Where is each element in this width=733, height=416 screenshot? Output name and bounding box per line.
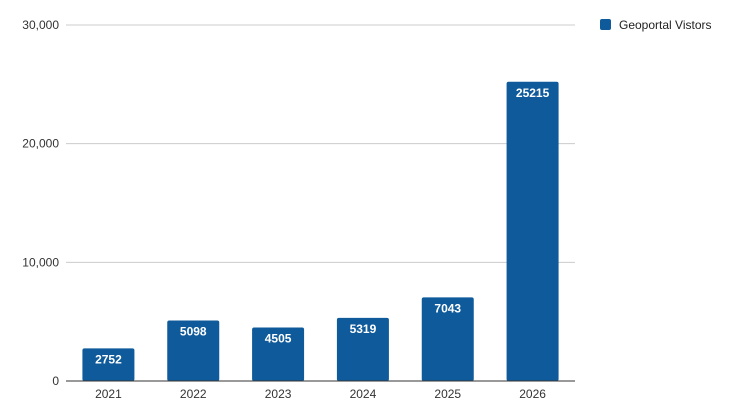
bar-value-label: 7043 <box>434 301 461 315</box>
bar <box>167 320 220 381</box>
legend: Geoportal Vistors <box>600 18 712 32</box>
y-tick-label: 10,000 <box>22 255 59 269</box>
bar-value-label: 5098 <box>180 325 207 339</box>
x-tick-label: 2023 <box>265 387 292 401</box>
x-tick-label: 2026 <box>519 387 546 401</box>
y-tick-label: 0 <box>52 374 59 388</box>
x-tick-label: 2022 <box>180 387 207 401</box>
bar <box>252 327 305 381</box>
bar-value-label: 2752 <box>95 352 122 366</box>
y-tick-label: 20,000 <box>22 137 59 151</box>
bar-value-label: 5319 <box>350 322 377 336</box>
bar-value-label: 25215 <box>516 86 550 100</box>
y-tick-label: 30,000 <box>22 18 59 32</box>
x-axis-ticks: 2021 2022 2023 2024 2025 2026 <box>95 387 546 401</box>
bar <box>336 317 389 381</box>
gridlines <box>66 24 575 263</box>
x-tick-label: 2024 <box>350 387 377 401</box>
x-tick-label: 2021 <box>95 387 122 401</box>
data-labels: 2752 5098 4505 5319 7043 25215 <box>95 86 550 367</box>
y-axis-ticks: 0 10,000 20,000 30,000 <box>22 18 59 388</box>
legend-swatch <box>600 19 611 30</box>
legend-label: Geoportal Vistors <box>619 18 712 32</box>
x-tick-label: 2025 <box>434 387 461 401</box>
bar <box>506 81 559 382</box>
bar <box>421 297 474 381</box>
bar <box>82 348 135 381</box>
bars <box>82 81 559 382</box>
bar-value-label: 4505 <box>265 332 292 346</box>
